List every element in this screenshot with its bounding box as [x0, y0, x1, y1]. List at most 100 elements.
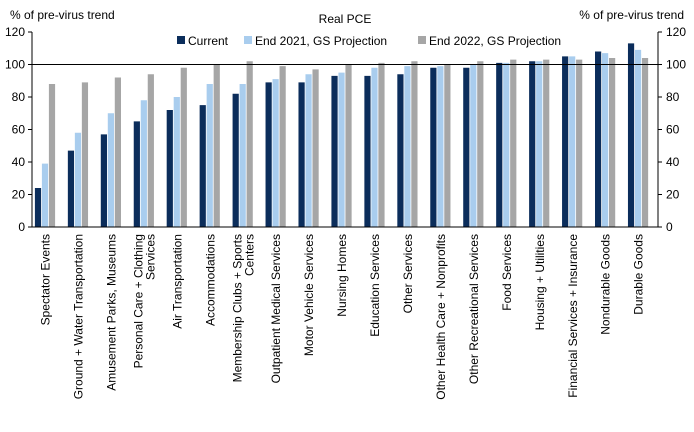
- right-tick-label: 60: [666, 123, 680, 137]
- category-label-line: Services: [143, 234, 157, 280]
- bar-current: [166, 110, 173, 227]
- legend-swatch: [244, 36, 252, 44]
- bar-end-2022: [411, 61, 418, 227]
- right-axis-title: % of pre-virus trend: [579, 8, 684, 22]
- category-label: Amusement Parks, Museums: [104, 234, 118, 391]
- bar-end-2022: [543, 59, 550, 227]
- category-label-line: Personal Care + Clothing: [131, 234, 145, 368]
- category-label-line: Membership Clubs + Sports: [230, 234, 244, 382]
- bar-end-2022: [147, 74, 154, 227]
- category-label: Nondurable Goods: [599, 234, 613, 335]
- category-label-line: Other Recreational Services: [467, 234, 481, 384]
- category-label-line: Motor Vehicle Services: [302, 234, 316, 356]
- right-tick-label: 80: [666, 90, 680, 104]
- bar-current: [298, 82, 305, 227]
- bar-end-2021: [140, 100, 147, 227]
- bar-end-2021: [305, 74, 312, 227]
- right-tick-label: 40: [666, 155, 680, 169]
- right-tick-label: 20: [666, 188, 680, 202]
- bar-end-2021: [437, 66, 444, 227]
- bar-current: [529, 61, 536, 227]
- bar-end-2021: [338, 72, 345, 227]
- bar-end-2021: [536, 61, 543, 227]
- bar-end-2022: [345, 64, 352, 227]
- category-label: Outpatient Medical Services: [269, 234, 283, 383]
- category-label: Durable Goods: [632, 234, 646, 315]
- right-tick-label: 0: [666, 220, 673, 234]
- right-tick-label: 120: [666, 25, 686, 39]
- left-tick-label: 0: [18, 220, 25, 234]
- bar-current: [463, 67, 470, 227]
- category-label: Motor Vehicle Services: [302, 234, 316, 356]
- bar-current: [364, 75, 371, 227]
- left-tick-label: 120: [5, 25, 25, 39]
- bar-current: [34, 188, 42, 227]
- bar-current: [265, 82, 272, 227]
- bar-end-2022: [48, 84, 56, 227]
- bar-end-2021: [634, 49, 642, 227]
- category-label: Nursing Homes: [335, 234, 349, 317]
- plot-area: [31, 32, 659, 228]
- category-label-line: Spectator Events: [39, 234, 53, 325]
- legend: Current End 2021, GS Projection End 2022, …: [177, 34, 561, 48]
- bar-end-2021: [41, 163, 49, 227]
- legend-label: Current: [188, 34, 229, 48]
- chart-title: Real PCE: [319, 12, 372, 26]
- bar-current: [595, 51, 602, 227]
- category-label-line: Housing + Utilities: [533, 234, 547, 330]
- category-label-line: Outpatient Medical Services: [269, 234, 283, 383]
- bar-end-2022: [81, 82, 89, 227]
- bar-current: [100, 134, 107, 227]
- bar-end-2021: [107, 113, 114, 227]
- bar-end-2021: [503, 62, 510, 227]
- bar-current: [627, 43, 635, 227]
- left-axis-ticks: 0 20 40 60 80 100 120: [5, 25, 32, 234]
- bar-end-2021: [470, 64, 477, 227]
- left-axis-title: % of pre-virus trend: [10, 8, 115, 22]
- left-tick-label: 80: [12, 90, 26, 104]
- category-label: Air Transportation: [170, 234, 184, 329]
- category-label-line: Ground + Water Transportation: [72, 234, 86, 399]
- legend-label: End 2021, GS Projection: [255, 34, 387, 48]
- category-label-line: Education Services: [368, 234, 382, 337]
- bar-end-2022: [312, 69, 319, 227]
- category-label-line: Other Health Care + Nonprofits: [434, 234, 448, 400]
- bar-end-2022: [641, 58, 649, 227]
- bar-current: [430, 67, 437, 227]
- bar-end-2021: [272, 79, 279, 227]
- category-label-line: Nursing Homes: [335, 234, 349, 317]
- category-label-line: Durable Goods: [632, 234, 646, 315]
- bar-end-2022: [576, 59, 583, 227]
- legend-swatch: [418, 36, 426, 44]
- bar-end-2022: [279, 66, 286, 227]
- bar-end-2022: [180, 67, 187, 227]
- category-label-line: Air Transportation: [170, 234, 184, 329]
- category-label: Other Recreational Services: [467, 234, 481, 384]
- category-label-line: Centers: [242, 234, 256, 276]
- category-label: Housing + Utilities: [533, 234, 547, 330]
- legend-label: End 2022, GS Projection: [429, 34, 561, 48]
- left-tick-label: 20: [12, 188, 26, 202]
- right-axis-ticks: 0 20 40 60 80 100 120: [658, 25, 686, 234]
- category-label: Ground + Water Transportation: [72, 234, 86, 399]
- bar-end-2021: [173, 97, 180, 227]
- bar-end-2021: [74, 132, 82, 227]
- category-label-line: Financial Services + Insurance: [566, 234, 580, 398]
- left-tick-label: 40: [12, 155, 26, 169]
- bar-current: [397, 74, 404, 227]
- bar-end-2021: [206, 84, 213, 227]
- bar-current: [496, 62, 503, 227]
- category-label: Education Services: [368, 234, 382, 337]
- category-label: Other Health Care + Nonprofits: [434, 234, 448, 400]
- category-labels: Spectator Events Ground + Water Transport…: [39, 234, 646, 400]
- bar-end-2021: [569, 56, 576, 227]
- category-label-line: Accommodations: [203, 234, 217, 326]
- bar-current: [133, 121, 140, 227]
- bar-current: [67, 150, 75, 227]
- bar-end-2021: [371, 67, 378, 227]
- bar-end-2022: [213, 64, 220, 227]
